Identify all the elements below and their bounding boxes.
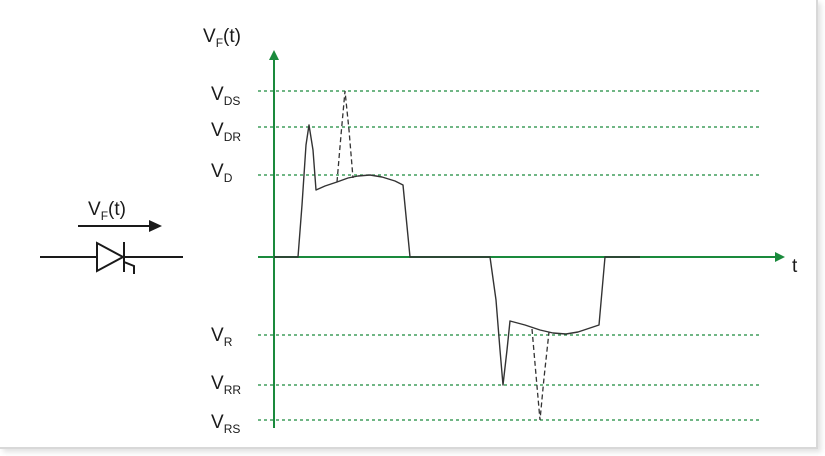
label-vd: VD <box>211 161 233 185</box>
level-guides <box>258 90 762 421</box>
label-vrs: VRS <box>211 412 240 436</box>
symbol-arrow-head-icon <box>149 220 162 232</box>
label-vdr: VDR <box>211 120 241 144</box>
symbol-diode-triangle-icon <box>96 241 126 273</box>
label-vr: VR <box>211 325 233 349</box>
symbol-voltage-label: VF(t) <box>88 199 126 223</box>
diagram-frame: VF(t) t VDS VDR VD VR VRR VRS VF(t) <box>0 0 818 449</box>
symbol-gate-lead <box>123 261 135 274</box>
x-axis-label: t <box>792 256 798 277</box>
voltage-waveform <box>274 124 640 386</box>
forward-surge-dashed <box>336 90 354 183</box>
label-vrr: VRR <box>211 373 241 397</box>
reverse-surge-dashed <box>531 328 550 421</box>
label-vds: VDS <box>211 84 240 108</box>
y-axis-label: VF(t) <box>203 26 241 50</box>
thyristor-symbol: VF(t) <box>40 199 183 274</box>
